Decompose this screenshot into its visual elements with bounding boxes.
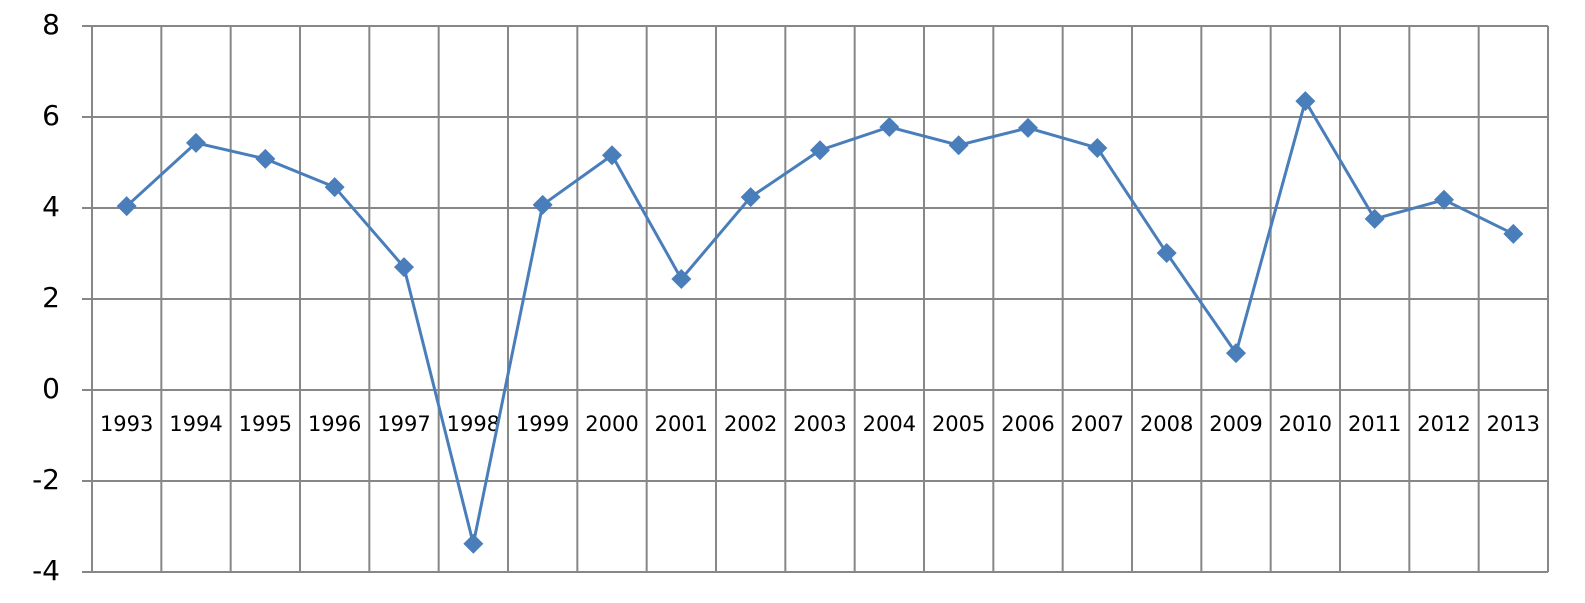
data-line	[125, 97, 1514, 545]
x-tick-label: 1999	[516, 412, 569, 436]
data-marker	[948, 135, 969, 156]
x-tick-label: 2001	[655, 412, 708, 436]
y-tick-label: 4	[42, 190, 60, 223]
x-tick-label: 2008	[1140, 412, 1193, 436]
x-tick-label: 2000	[585, 412, 638, 436]
data-marker	[1434, 189, 1454, 210]
data-marker	[740, 187, 761, 208]
x-tick-label: 1998	[447, 412, 500, 436]
x-tick-label: 2007	[1071, 412, 1124, 436]
data-marker	[532, 194, 553, 215]
x-tick-label: 2006	[1001, 412, 1054, 436]
x-tick-label: 2013	[1487, 412, 1540, 436]
y-tick-label: 0	[42, 372, 60, 405]
x-tick-label: 1996	[308, 412, 361, 436]
y-tick-label: -4	[32, 554, 60, 587]
data-marker	[1226, 343, 1246, 364]
data-marker	[810, 140, 830, 161]
y-tick-label: -2	[32, 463, 60, 496]
data-marker	[255, 148, 276, 169]
data-marker	[602, 145, 622, 166]
x-tick-label: 2005	[932, 412, 985, 436]
data-marker	[671, 268, 692, 289]
x-tick-label: 1993	[100, 412, 153, 436]
data-marker	[1018, 117, 1038, 138]
data-marker	[394, 257, 414, 278]
data-marker	[1295, 91, 1316, 112]
data-marker	[879, 117, 900, 138]
x-tick-label: 2004	[863, 412, 916, 436]
x-tick-label: 1995	[239, 412, 292, 436]
x-tick-label: 1997	[377, 412, 430, 436]
x-tick-label: 1994	[169, 412, 222, 436]
data-marker	[116, 196, 137, 217]
y-tick-label: 8	[42, 8, 60, 41]
x-tick-label: 2003	[793, 412, 846, 436]
x-tick-label: 2011	[1348, 412, 1401, 436]
data-marker	[1087, 137, 1108, 158]
data-marker	[324, 177, 345, 198]
x-tick-label: 2009	[1209, 412, 1262, 436]
y-tick-label: 6	[42, 99, 60, 132]
x-tick-label: 2010	[1279, 412, 1332, 436]
data-marker	[463, 533, 484, 554]
data-marker	[1364, 208, 1385, 229]
data-marker	[186, 132, 206, 153]
x-tick-label: 2012	[1417, 412, 1470, 436]
data-marker	[1503, 223, 1524, 244]
data-marker	[1156, 243, 1177, 264]
x-tick-label: 2002	[724, 412, 777, 436]
y-tick-label: 2	[42, 281, 60, 314]
